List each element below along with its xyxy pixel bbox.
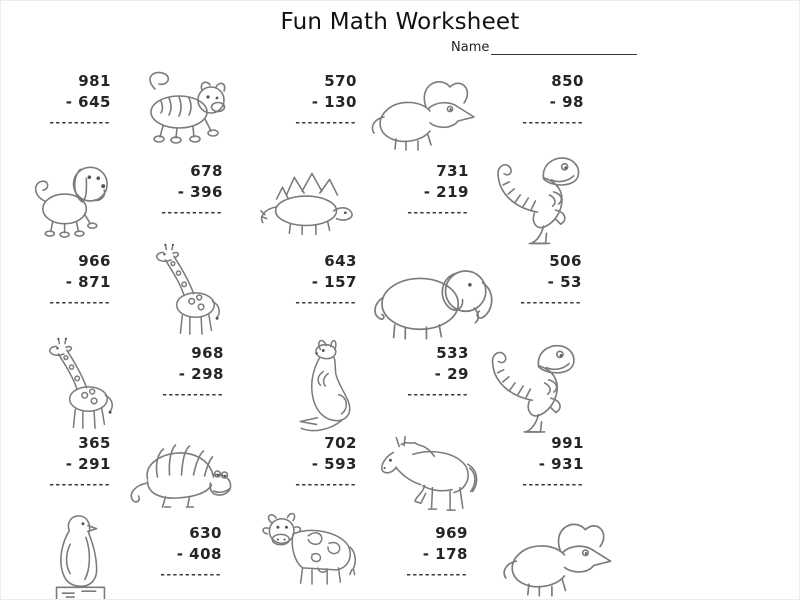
tiger-image [125,67,235,145]
kangaroo-image [285,337,375,435]
minuend: 506 [549,252,582,270]
name-field: Name [451,40,638,55]
subtrahend: - 130 [311,93,357,111]
answer-line: ---------- [162,388,224,401]
subtraction-problem: 966 - 871 ---------- [43,251,111,309]
subtraction-problem: 643 - 157 ---------- [289,251,357,309]
subtrahend: - 396 [177,183,223,201]
subtraction-problem: 969 - 178 ---------- [400,523,468,581]
answer-line: ---------- [520,296,582,309]
answer-line: ---------- [160,568,222,581]
minuend: 969 [435,524,468,542]
subtrahend: - 408 [176,545,222,563]
subtraction-problem: 991 - 931 ---------- [516,433,584,491]
subtraction-problem: 678 - 396 ---------- [155,161,223,219]
subtraction-problem: 570 - 130 ---------- [289,71,357,129]
answer-line: ---------- [522,478,584,491]
answer-line: ---------- [295,116,357,129]
subtrahend: - 645 [65,93,111,111]
minuend: 968 [191,344,224,362]
minuend: 850 [551,72,584,90]
minuend: 630 [189,524,222,542]
subtraction-problem: 981 - 645 ---------- [43,71,111,129]
minuend: 702 [324,434,357,452]
triceratops-image [359,71,481,155]
subtrahend: - 178 [422,545,468,563]
horse-image [357,425,507,515]
subtraction-problem: 365 - 291 ---------- [43,433,111,491]
page-title: Fun Math Worksheet [280,9,520,35]
minuend: 981 [78,72,111,90]
triceratops-image [483,513,625,599]
answer-line: ---------- [161,206,223,219]
subtrahend: - 157 [311,273,357,291]
answer-line: ---------- [49,116,111,129]
subtrahend: - 931 [538,455,584,473]
answer-line: ---------- [295,296,357,309]
stegosaurus-image [255,159,363,239]
trex-image [479,335,601,437]
trex-image [487,147,603,249]
subtrahend: - 29 [434,365,469,383]
subtraction-problem: 731 - 219 ---------- [401,161,469,219]
penguin-image [41,511,119,599]
subtraction-problem: 702 - 593 ---------- [289,433,357,491]
subtrahend: - 291 [65,455,111,473]
minuend: 678 [190,162,223,180]
subtrahend: - 871 [65,273,111,291]
name-blank-line [491,41,638,55]
giraffe-image [37,337,123,431]
answer-line: ---------- [295,478,357,491]
minuend: 570 [324,72,357,90]
dog-image [27,155,121,239]
minuend: 643 [324,252,357,270]
subtrahend: - 593 [311,455,357,473]
subtrahend: - 219 [423,183,469,201]
minuend: 365 [78,434,111,452]
answer-line: ---------- [406,568,468,581]
minuend: 533 [436,344,469,362]
subtraction-problem: 968 - 298 ---------- [156,343,224,401]
subtraction-problem: 630 - 408 ---------- [154,523,222,581]
elephant-image [365,253,507,343]
name-label: Name [451,40,490,55]
minuend: 966 [78,252,111,270]
answer-line: ---------- [49,478,111,491]
subtrahend: - 98 [549,93,584,111]
answer-line: ---------- [49,296,111,309]
cow-image [259,507,365,591]
answer-line: ---------- [407,388,469,401]
subtraction-problem: 506 - 53 ---------- [514,251,582,309]
subtraction-problem: 850 - 98 ---------- [516,71,584,129]
subtrahend: - 53 [547,273,582,291]
subtraction-problem: 533 - 29 ---------- [401,343,469,401]
answer-line: ---------- [522,116,584,129]
giraffe-image [147,243,227,337]
answer-line: ---------- [407,206,469,219]
minuend: 991 [551,434,584,452]
dimetrodon-image [123,431,239,511]
minuend: 731 [436,162,469,180]
subtrahend: - 298 [178,365,224,383]
